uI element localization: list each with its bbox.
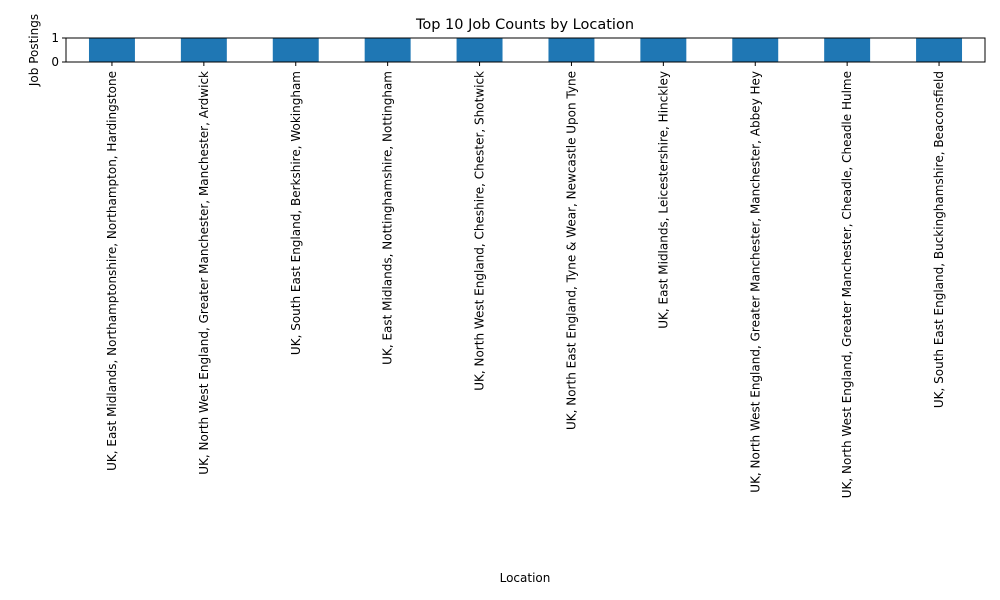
x-tick-label: UK, North West England, Greater Manchest… (840, 71, 854, 498)
x-tick-label: UK, South East England, Berkshire, Wokin… (289, 71, 303, 355)
y-axis-label: Job Postings (27, 14, 41, 87)
bar (272, 38, 319, 62)
bar (824, 38, 871, 62)
bar (88, 38, 135, 62)
x-tick-label: UK, North West England, Greater Manchest… (748, 71, 762, 493)
axes-frame (65, 37, 986, 63)
x-tick-label: UK, North West England, Cheshire, Cheste… (473, 71, 487, 391)
x-tick-label: UK, East Midlands, Northamptonshire, Nor… (105, 71, 119, 471)
x-tick-label: UK, North West England, Greater Manchest… (197, 71, 211, 475)
plot-area: 0 1 UK, East Midlands, Northamptonshire, N… (51, 31, 986, 498)
bar (640, 38, 687, 62)
chart-title: Top 10 Job Counts by Location (415, 17, 634, 33)
y-tick-label: 1 (51, 31, 59, 45)
x-tick-label: UK, South East England, Buckinghamshire,… (932, 71, 946, 408)
bar (364, 38, 411, 62)
bar (916, 38, 963, 62)
x-tick-label: UK, East Midlands, Nottinghamshire, Nott… (381, 71, 395, 365)
y-tick-label: 0 (51, 55, 59, 69)
bar (548, 38, 595, 62)
bar (456, 38, 503, 62)
bar (180, 38, 227, 62)
x-tick-label: UK, East Midlands, Leicestershire, Hinck… (656, 71, 670, 329)
x-axis-label: Location (500, 571, 551, 585)
x-tick-label: UK, North East England, Tyne & Wear, New… (564, 71, 578, 430)
bar (732, 38, 779, 62)
